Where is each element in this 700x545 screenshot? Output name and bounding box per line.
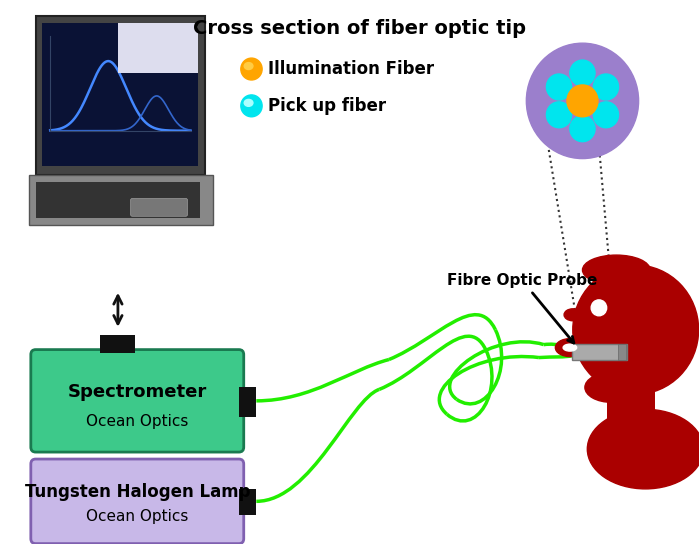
- Circle shape: [526, 43, 638, 159]
- FancyBboxPatch shape: [239, 387, 256, 417]
- Ellipse shape: [587, 409, 700, 489]
- Text: Spectrometer: Spectrometer: [68, 383, 207, 401]
- Polygon shape: [36, 16, 205, 175]
- Ellipse shape: [555, 338, 584, 356]
- Text: Pick up fiber: Pick up fiber: [268, 97, 386, 115]
- Polygon shape: [43, 23, 198, 166]
- FancyBboxPatch shape: [239, 489, 256, 514]
- Circle shape: [570, 60, 595, 86]
- Ellipse shape: [564, 309, 582, 321]
- Circle shape: [547, 74, 572, 100]
- FancyBboxPatch shape: [618, 344, 626, 360]
- Polygon shape: [36, 183, 200, 219]
- Text: Ocean Optics: Ocean Optics: [86, 414, 188, 429]
- FancyBboxPatch shape: [572, 344, 627, 360]
- Circle shape: [594, 74, 619, 100]
- Ellipse shape: [563, 344, 577, 351]
- Text: Ocean Optics: Ocean Optics: [86, 508, 188, 524]
- Ellipse shape: [244, 63, 253, 70]
- Circle shape: [573, 265, 699, 395]
- Circle shape: [567, 85, 598, 117]
- Text: Illumination Fiber: Illumination Fiber: [268, 60, 434, 78]
- FancyBboxPatch shape: [607, 389, 655, 444]
- Ellipse shape: [585, 372, 638, 402]
- Circle shape: [570, 116, 595, 142]
- FancyBboxPatch shape: [31, 349, 244, 452]
- FancyBboxPatch shape: [130, 198, 188, 216]
- Text: Cross section of fiber optic tip: Cross section of fiber optic tip: [193, 19, 526, 38]
- Circle shape: [594, 102, 619, 128]
- Ellipse shape: [244, 99, 253, 106]
- Circle shape: [547, 102, 572, 128]
- Circle shape: [592, 300, 607, 316]
- Circle shape: [241, 58, 262, 80]
- FancyBboxPatch shape: [101, 335, 135, 353]
- Polygon shape: [29, 175, 213, 225]
- Text: Tungsten Halogen Lamp: Tungsten Halogen Lamp: [25, 483, 250, 501]
- Text: Fibre Optic Probe: Fibre Optic Probe: [447, 273, 597, 343]
- Ellipse shape: [582, 255, 650, 285]
- FancyBboxPatch shape: [118, 23, 198, 73]
- FancyBboxPatch shape: [31, 459, 244, 543]
- Circle shape: [241, 95, 262, 117]
